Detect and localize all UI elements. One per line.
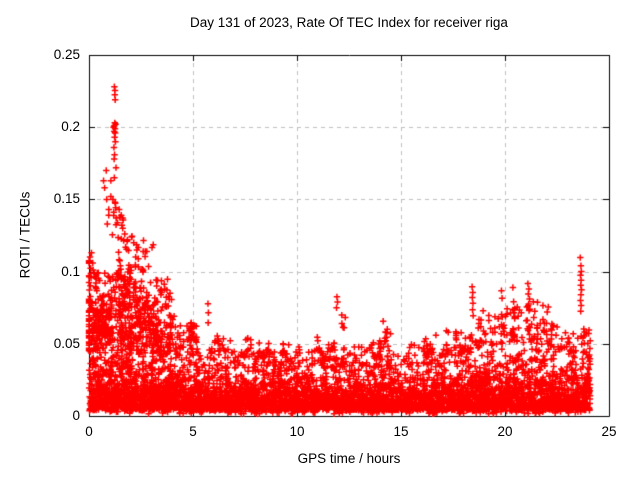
y-tick-label: 0.25 [53,47,80,62]
y-tick-label: 0.2 [61,119,80,135]
y-tick-label: 0.1 [61,263,80,279]
chart-title: Day 131 of 2023, Rate Of TEC Index for r… [190,15,508,30]
y-tick-label: 0 [72,408,80,423]
x-tick-label: 5 [189,424,197,439]
x-tick-label: 15 [393,424,409,439]
y-tick-label: 0.05 [53,335,80,351]
y-tick-label: 0.15 [53,191,80,207]
x-tick-label: 0 [85,424,93,439]
x-tick-label: 20 [497,424,513,439]
x-tick-label: 10 [289,424,305,439]
x-tick-label: 25 [601,424,617,439]
x-axis-label: GPS time / hours [297,451,401,466]
